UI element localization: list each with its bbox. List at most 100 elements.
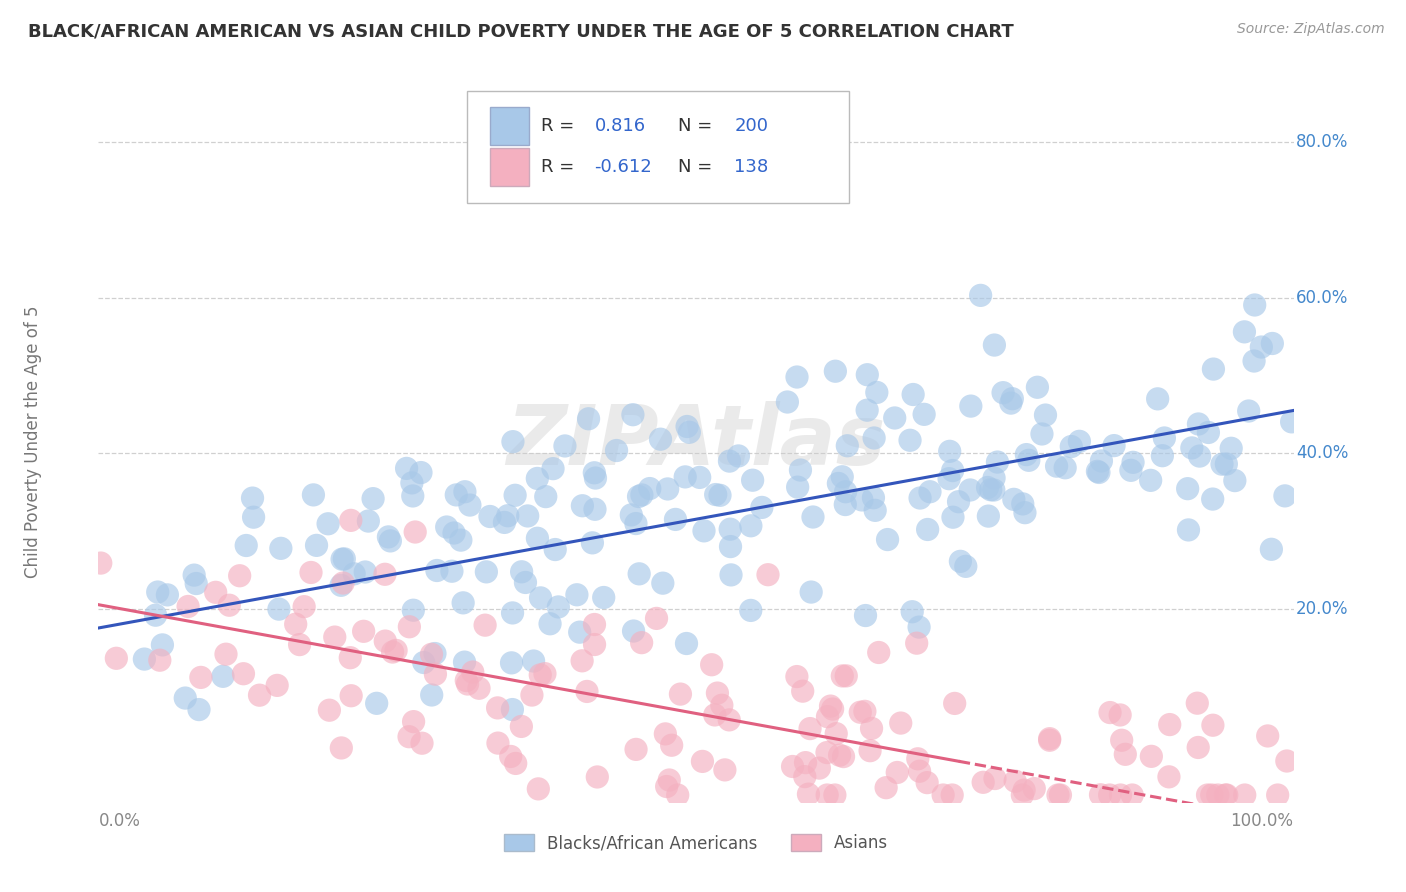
Point xyxy=(398,620,420,634)
Point xyxy=(1188,449,1211,463)
Point xyxy=(90,556,112,570)
Point xyxy=(446,488,468,502)
Point xyxy=(1206,788,1229,802)
Point xyxy=(357,514,380,528)
Point xyxy=(186,576,208,591)
Point xyxy=(585,471,607,485)
Point xyxy=(1201,788,1223,802)
Point xyxy=(395,461,418,475)
Point xyxy=(1004,774,1026,789)
Point xyxy=(678,425,700,440)
Point xyxy=(983,483,1005,497)
Point xyxy=(704,487,727,501)
Point xyxy=(1111,733,1133,747)
Point xyxy=(794,756,817,770)
Point xyxy=(776,395,799,409)
Point xyxy=(1261,336,1284,351)
Point xyxy=(718,522,741,536)
Point xyxy=(938,472,960,486)
Point xyxy=(270,541,292,556)
Point xyxy=(898,434,921,448)
Point xyxy=(689,470,711,484)
Point xyxy=(1098,788,1121,802)
Text: -0.612: -0.612 xyxy=(595,158,652,176)
Point xyxy=(943,697,966,711)
Point xyxy=(876,533,898,547)
Point xyxy=(890,716,912,731)
Point xyxy=(1243,298,1265,312)
Point xyxy=(1220,442,1243,456)
Point xyxy=(657,482,679,496)
Point xyxy=(486,701,509,715)
Point xyxy=(866,385,889,400)
Point xyxy=(1018,453,1040,467)
Point xyxy=(938,444,960,458)
Text: Source: ZipAtlas.com: Source: ZipAtlas.com xyxy=(1237,22,1385,37)
Point xyxy=(1197,788,1219,802)
Point xyxy=(720,568,742,582)
Point xyxy=(991,385,1014,400)
Point xyxy=(959,483,981,497)
Point xyxy=(1202,362,1225,376)
Point xyxy=(527,781,550,796)
Text: 138: 138 xyxy=(734,158,769,176)
Point xyxy=(380,533,402,548)
Point xyxy=(820,699,842,714)
Point xyxy=(571,499,593,513)
Point xyxy=(398,730,420,744)
Point xyxy=(1039,733,1062,747)
Point xyxy=(544,542,567,557)
Point xyxy=(420,648,443,662)
Point xyxy=(501,656,523,670)
Point xyxy=(381,645,404,659)
Point xyxy=(333,552,356,566)
Text: R =: R = xyxy=(541,158,579,176)
Point xyxy=(620,508,643,522)
Point xyxy=(883,411,905,425)
Point xyxy=(915,775,938,789)
Point xyxy=(1257,729,1279,743)
Point xyxy=(863,503,886,517)
Point xyxy=(692,755,714,769)
Point xyxy=(353,624,375,639)
Point xyxy=(318,703,340,717)
Text: N =: N = xyxy=(678,117,718,135)
Point xyxy=(624,742,647,756)
Point xyxy=(628,566,651,581)
Point xyxy=(1187,417,1209,431)
Point xyxy=(1223,474,1246,488)
Point xyxy=(801,510,824,524)
Point xyxy=(1274,489,1296,503)
Point xyxy=(1237,404,1260,418)
Text: 200: 200 xyxy=(734,117,768,135)
Point xyxy=(523,654,546,668)
Text: BLACK/AFRICAN AMERICAN VS ASIAN CHILD POVERTY UNDER THE AGE OF 5 CORRELATION CHA: BLACK/AFRICAN AMERICAN VS ASIAN CHILD PO… xyxy=(28,22,1014,40)
Point xyxy=(586,770,609,784)
Point xyxy=(862,491,884,505)
Point xyxy=(821,702,844,716)
Point xyxy=(565,588,588,602)
Point xyxy=(740,518,762,533)
Point xyxy=(824,364,846,378)
Point xyxy=(912,408,935,422)
Point xyxy=(1177,482,1199,496)
Point xyxy=(361,491,384,506)
Point xyxy=(1088,466,1111,480)
Point xyxy=(1146,392,1168,406)
Point xyxy=(581,536,603,550)
Point xyxy=(703,707,725,722)
Point xyxy=(450,533,472,548)
Point xyxy=(453,655,475,669)
Point xyxy=(1187,740,1209,755)
Text: 0.0%: 0.0% xyxy=(98,812,141,830)
Point xyxy=(627,490,650,504)
Point xyxy=(751,500,773,515)
Point xyxy=(756,567,779,582)
Point xyxy=(374,567,396,582)
Point xyxy=(1202,492,1225,507)
Point xyxy=(1026,380,1049,394)
Point xyxy=(799,722,821,736)
Point xyxy=(675,636,697,650)
Point xyxy=(529,591,551,605)
Point xyxy=(901,387,924,401)
